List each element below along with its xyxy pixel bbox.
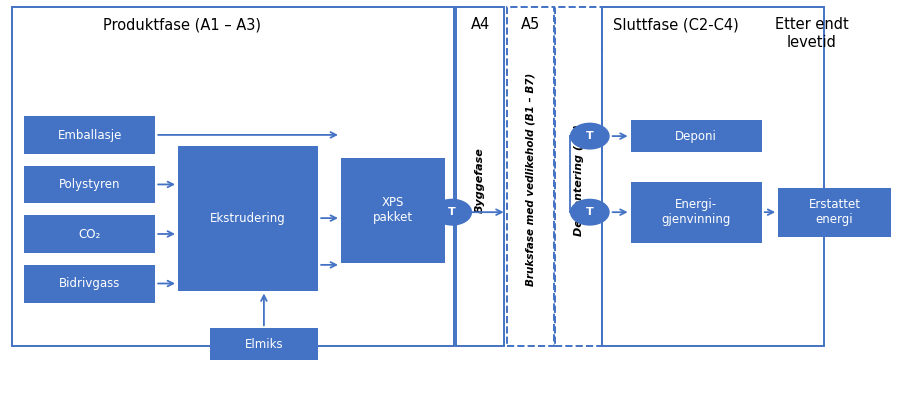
Text: T: T xyxy=(449,207,456,217)
Text: A5: A5 xyxy=(520,17,539,32)
Text: Bidrivgass: Bidrivgass xyxy=(59,277,121,290)
FancyBboxPatch shape xyxy=(630,182,762,243)
Text: Sluttfase (C2-C4): Sluttfase (C2-C4) xyxy=(613,17,738,32)
Ellipse shape xyxy=(570,199,609,226)
Text: Energi-
gjenvinning: Energi- gjenvinning xyxy=(661,198,731,226)
Text: Bruksfase med vedlikehold (B1 – B7): Bruksfase med vedlikehold (B1 – B7) xyxy=(525,73,535,286)
FancyBboxPatch shape xyxy=(24,116,155,154)
Text: Deponi: Deponi xyxy=(676,130,717,142)
FancyBboxPatch shape xyxy=(340,158,445,263)
Ellipse shape xyxy=(432,199,472,226)
Text: CO₂: CO₂ xyxy=(78,228,101,241)
Bar xyxy=(507,7,554,346)
FancyBboxPatch shape xyxy=(24,265,155,302)
Text: T: T xyxy=(586,131,594,141)
Text: Byggefase: Byggefase xyxy=(475,147,485,213)
Text: Ekstrudering: Ekstrudering xyxy=(210,212,286,225)
Text: XPS
pakket: XPS pakket xyxy=(373,196,413,224)
Text: T: T xyxy=(586,207,594,217)
Text: Elmiks: Elmiks xyxy=(244,338,283,351)
Bar xyxy=(12,7,454,346)
Text: Polystyren: Polystyren xyxy=(59,178,121,191)
Text: Emballasje: Emballasje xyxy=(57,128,122,142)
Text: Demontering (C1): Demontering (C1) xyxy=(574,124,584,236)
Text: Produktfase (A1 – A3): Produktfase (A1 – A3) xyxy=(104,17,262,32)
Ellipse shape xyxy=(570,122,609,150)
FancyBboxPatch shape xyxy=(24,215,155,253)
Text: A4: A4 xyxy=(470,17,490,32)
Text: Etter endt
levetid: Etter endt levetid xyxy=(775,17,848,49)
FancyBboxPatch shape xyxy=(24,166,155,203)
Bar xyxy=(602,7,824,346)
Bar xyxy=(456,7,504,346)
FancyBboxPatch shape xyxy=(178,146,318,290)
FancyBboxPatch shape xyxy=(210,328,318,360)
FancyBboxPatch shape xyxy=(630,120,762,152)
FancyBboxPatch shape xyxy=(778,188,892,237)
Bar xyxy=(556,7,602,346)
Text: Erstattet
energi: Erstattet energi xyxy=(809,198,861,226)
